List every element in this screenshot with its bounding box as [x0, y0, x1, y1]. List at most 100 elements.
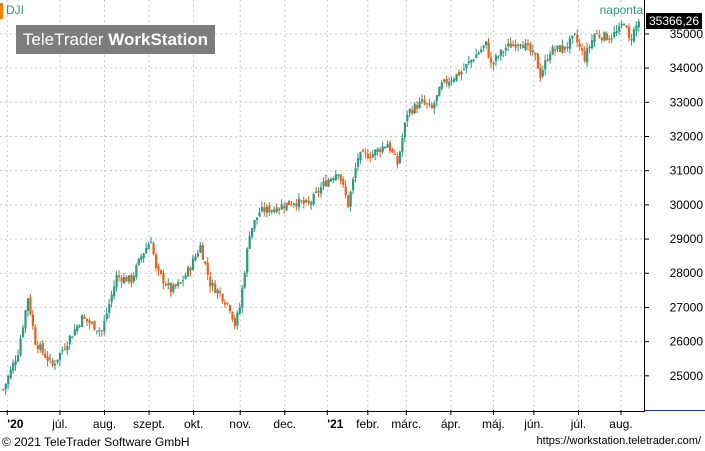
candle-body: [90, 322, 94, 324]
candle-body: [398, 151, 402, 163]
candle-body: [44, 353, 47, 358]
candle-body: [349, 191, 352, 207]
candle-body: [184, 275, 187, 279]
y-tick-label: 26000: [670, 335, 704, 349]
candle-body: [140, 256, 143, 260]
candle-body: [620, 23, 623, 26]
candle-body: [275, 207, 278, 212]
candle-body: [613, 32, 616, 37]
candle-body: [625, 25, 628, 28]
candle-body: [610, 38, 613, 40]
candle-body: [34, 327, 37, 345]
candle-body: [453, 79, 456, 82]
candle-body: [551, 46, 554, 55]
candle-body: [263, 207, 266, 213]
candle-body: [324, 180, 328, 187]
candle-body: [472, 59, 475, 61]
candle-body: [251, 228, 254, 237]
candle-body: [519, 44, 522, 46]
symbol-label[interactable]: DJI: [6, 3, 24, 17]
candle-body: [56, 359, 59, 363]
candle-body: [578, 43, 581, 47]
candle-body: [588, 46, 591, 49]
candle-body: [475, 54, 478, 59]
candle-body: [226, 302, 229, 304]
candle-body: [477, 52, 480, 55]
candle-body: [61, 349, 64, 352]
candle-body: [88, 320, 91, 324]
x-tick-label: júl.: [51, 417, 67, 431]
candle-body: [408, 109, 411, 113]
candle-body: [416, 105, 419, 109]
candle-body: [630, 39, 633, 41]
x-tick-label: aug.: [609, 417, 632, 431]
candle-body: [566, 47, 569, 49]
candle-body: [182, 280, 185, 282]
candle-body: [73, 329, 76, 336]
candle-body: [433, 103, 436, 109]
candle-body: [487, 42, 490, 58]
candle-body: [258, 212, 261, 217]
candle-body: [635, 25, 638, 31]
interval-label[interactable]: naponta: [599, 3, 643, 17]
candle-body: [9, 369, 12, 378]
candle-body: [632, 29, 636, 42]
candle-body: [201, 245, 204, 260]
candle-body: [66, 345, 69, 351]
candle-body: [115, 275, 118, 287]
candle-body: [374, 149, 377, 156]
candle-body: [492, 62, 495, 65]
candle-body: [7, 376, 10, 385]
candle-body: [622, 24, 626, 26]
candle-body: [322, 181, 325, 187]
candle-body: [332, 178, 335, 181]
candle-body: [581, 48, 584, 51]
candle-body: [14, 361, 17, 365]
candle-body: [423, 100, 426, 104]
candle-body: [457, 72, 461, 76]
candle-body: [391, 149, 394, 153]
candle-body: [369, 156, 372, 158]
candle-body: [401, 138, 404, 153]
candle-body: [420, 99, 424, 102]
candle-body: [4, 383, 7, 390]
candle-body: [51, 360, 54, 366]
candle-body: [386, 144, 389, 148]
candle-body: [223, 302, 227, 305]
candle-body: [24, 310, 27, 329]
candle-body: [428, 103, 431, 105]
candle-body: [209, 276, 212, 287]
candle-body: [556, 45, 559, 50]
candle-body: [196, 253, 200, 257]
candle-body: [480, 49, 483, 52]
candle-body: [186, 267, 190, 277]
candle-body: [438, 86, 441, 97]
y-tick-label: 31000: [670, 164, 704, 178]
candle-body: [440, 82, 443, 89]
candle-body: [17, 355, 20, 362]
candle-body: [189, 267, 192, 271]
candle-body: [211, 282, 214, 286]
footer-url[interactable]: https://workstation.teletrader.com/: [536, 435, 701, 447]
candle-body: [93, 321, 96, 330]
candle-body: [300, 200, 303, 202]
x-tick-label: jún.: [523, 417, 543, 431]
candle-body: [228, 305, 232, 312]
candle-body: [507, 43, 510, 47]
candle-body: [283, 206, 286, 209]
candle-body: [199, 245, 202, 253]
candle-body: [113, 286, 116, 297]
candle-body: [455, 73, 458, 81]
x-tick-label: febr.: [356, 417, 379, 431]
candle-body: [310, 202, 313, 205]
candle-body: [467, 61, 470, 64]
candle-body: [49, 358, 52, 360]
candle-body: [388, 142, 392, 151]
candle-body: [265, 206, 269, 213]
candle-body: [396, 156, 399, 165]
candle-body: [191, 258, 195, 270]
candle-body: [21, 327, 25, 337]
x-tick-label: dec.: [273, 417, 296, 431]
candle-body: [450, 80, 453, 82]
candle-body: [418, 101, 421, 108]
